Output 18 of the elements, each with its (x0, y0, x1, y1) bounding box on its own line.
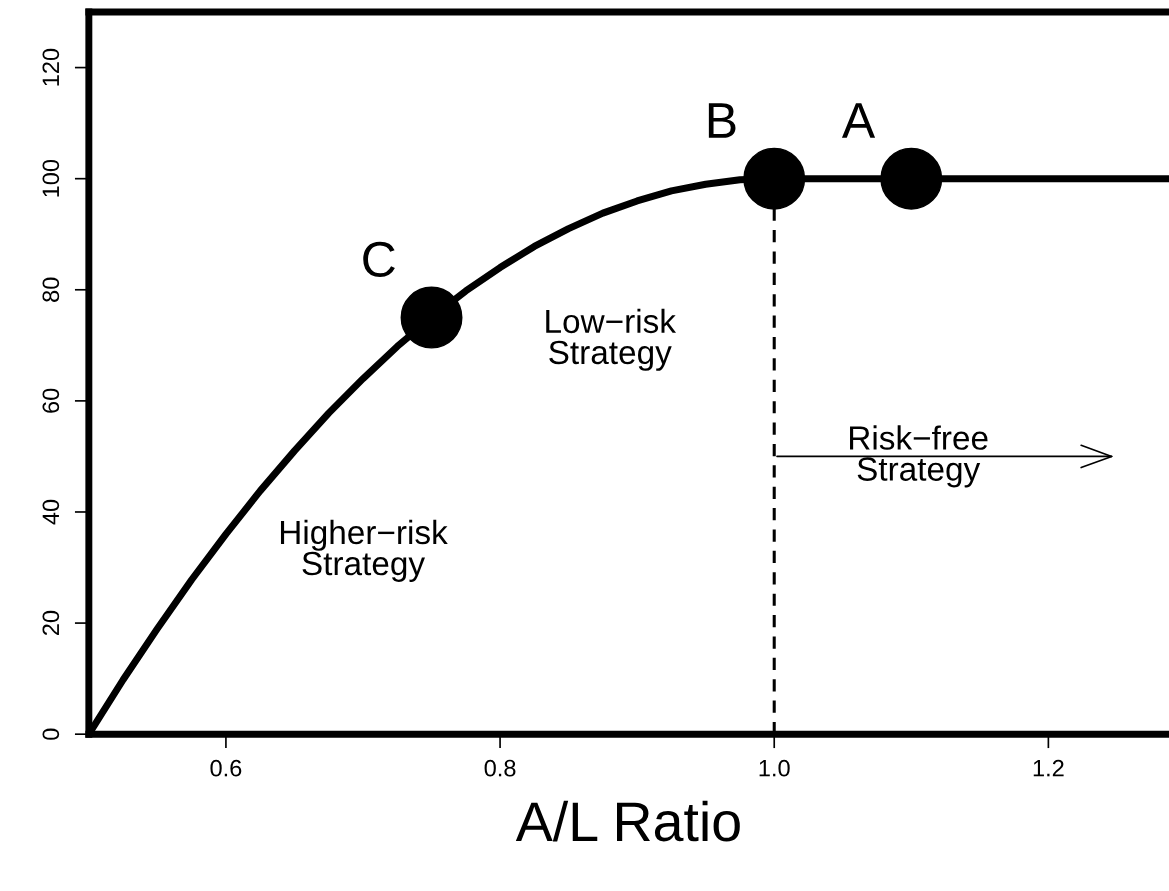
x-tick-label: 0.6 (210, 759, 242, 777)
x-axis-title: A/L Ratio (515, 800, 740, 842)
y-tick-label: 0 (42, 728, 60, 740)
x-tick-label: 0.8 (484, 759, 516, 777)
annotation: Low−risk Strategy (546, 308, 677, 371)
x-tick-label: 1.0 (759, 759, 790, 777)
y-tick-label: 100 (42, 159, 60, 197)
y-tick-label: 120 (42, 48, 60, 86)
y-tick-label: 40 (42, 499, 60, 525)
annotation: C (363, 241, 395, 278)
y-tick-label: 20 (42, 610, 60, 636)
y-tick-label: 80 (42, 277, 60, 302)
annotation: Higher−risk Strategy (280, 519, 448, 582)
annotation: Risk−free Strategy (850, 425, 988, 488)
x-tick-label: 1.2 (1033, 759, 1064, 777)
y-tick-label: 60 (42, 388, 60, 413)
annotation: B (708, 103, 736, 138)
annotation: A (841, 103, 876, 138)
